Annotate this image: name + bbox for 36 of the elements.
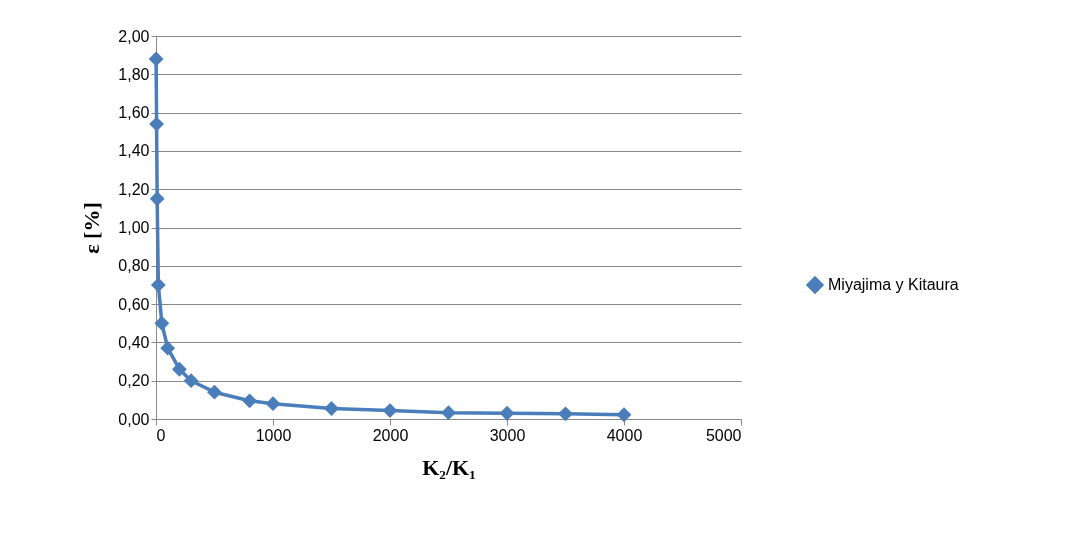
- point: [265, 396, 281, 412]
- x-tick-label: 3000: [489, 426, 526, 444]
- y-tick-label: 1,20: [118, 180, 150, 198]
- x-tick-label: 4000: [606, 426, 643, 444]
- y-tick-label: 0,00: [118, 410, 150, 428]
- point: [171, 361, 187, 377]
- point: [148, 51, 164, 67]
- y-tick-label: 0,20: [118, 372, 150, 390]
- point: [499, 405, 515, 421]
- point: [558, 406, 573, 422]
- x-axis-title: K₂/K₁: [422, 454, 476, 480]
- y-tick-label: 0,40: [118, 333, 150, 351]
- y-tick-label: 0,60: [118, 295, 150, 313]
- point: [183, 373, 199, 389]
- y-tick-label: 1,40: [118, 142, 150, 160]
- point: [616, 407, 632, 423]
- x-tick-label: 0: [156, 426, 166, 444]
- legend-label: Miyajima y Kitaura: [828, 276, 959, 293]
- point: [207, 384, 222, 400]
- y-tick-label: 1,00: [118, 219, 150, 236]
- x-tick-label: 5000: [705, 426, 742, 444]
- y-tick-label: 1,60: [118, 104, 150, 122]
- point: [149, 191, 165, 207]
- point: [441, 405, 456, 421]
- y-tick-label: 2,00: [118, 27, 150, 45]
- point: [149, 116, 164, 132]
- point: [242, 393, 258, 409]
- point: [154, 315, 170, 331]
- y-tick-label: 1,80: [118, 65, 150, 83]
- point: [150, 277, 166, 293]
- y-axis-title: ε [%]: [79, 202, 105, 254]
- x-tick-label: 1000: [255, 426, 292, 444]
- y-tick-label: 0,80: [118, 257, 150, 275]
- x-tick-label: 2000: [372, 426, 409, 444]
- point: [160, 340, 176, 356]
- point: [324, 401, 339, 416]
